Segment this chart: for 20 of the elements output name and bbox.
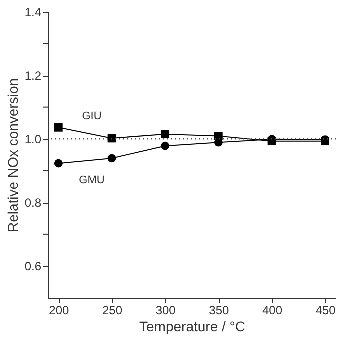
x-tick-label: 200 bbox=[49, 304, 70, 318]
y-tick-label: 1.4 bbox=[24, 6, 42, 20]
series-label: GIU bbox=[82, 110, 102, 122]
x-tick-label: 250 bbox=[102, 304, 123, 318]
x-tick-label: 350 bbox=[209, 304, 230, 318]
point bbox=[54, 159, 63, 168]
y-tick-label: 1.2 bbox=[24, 69, 42, 84]
point bbox=[161, 142, 170, 150]
y-tick-label: 0.8 bbox=[24, 196, 42, 210]
y-tick-label: 1.0 bbox=[24, 132, 42, 147]
point bbox=[161, 130, 170, 139]
x-tick-label: 400 bbox=[262, 304, 283, 318]
x-axis-title: Temperature / °C bbox=[140, 318, 246, 334]
y-axis-title: Relative NOx conversion bbox=[4, 78, 21, 233]
x-tick-label: 300 bbox=[156, 304, 176, 318]
series-label: GMU bbox=[79, 174, 105, 186]
y-tick-label: 0.6 bbox=[24, 260, 42, 274]
x-tick-label: 450 bbox=[316, 304, 336, 318]
point bbox=[108, 154, 116, 163]
point bbox=[54, 123, 63, 132]
